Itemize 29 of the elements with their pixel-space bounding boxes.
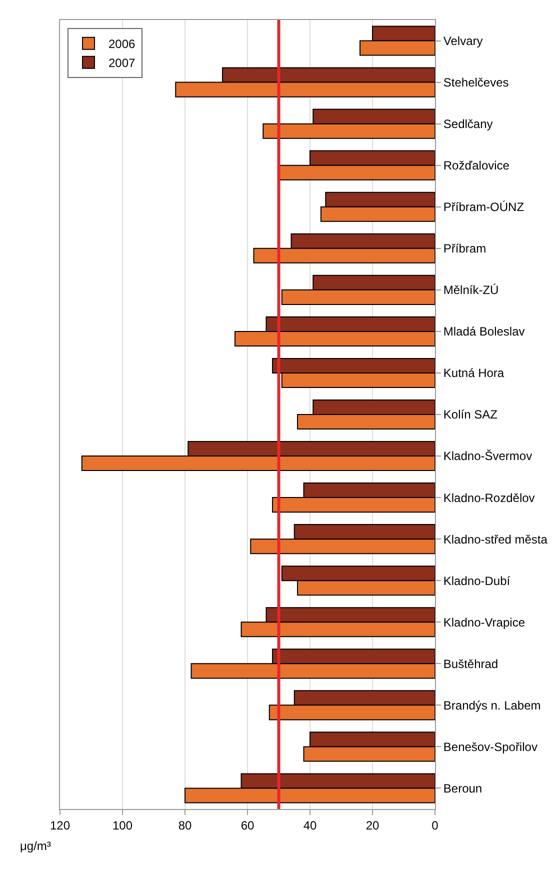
y-tick-label: Beroun [443, 781, 482, 796]
legend-label: 2006 [108, 37, 136, 52]
x-tick-label: 100 [112, 818, 133, 832]
y-tick-label: Kutná Hora [443, 366, 504, 380]
y-tick-label: Mělník-ZÚ [443, 283, 499, 298]
y-tick-label: Kladno-střed města [443, 532, 548, 546]
y-tick-label: Kolín SAZ [443, 408, 498, 422]
y-tick-label: Stehelčeves [443, 75, 509, 90]
y-tick-label: Kladno-Vrapice [443, 615, 526, 630]
y-tick-label: Benešov-Spořilov [443, 740, 538, 754]
x-axis-title: μg/m³ [20, 839, 51, 853]
y-tick-label: Příbram [443, 242, 486, 256]
x-tick-label: 0 [432, 818, 439, 832]
x-tick-label: 120 [50, 818, 70, 832]
y-tick-label: Buštěhrad [443, 656, 498, 671]
y-tick-label: Kladno-Rozdělov [443, 490, 535, 505]
y-tick-label: Velvary [443, 34, 483, 48]
y-tick-label: Kladno-Dubí [443, 574, 511, 588]
y-tick-label: Mladá Boleslav [443, 324, 525, 339]
y-tick-label: Sedlčany [443, 117, 493, 132]
x-tick-label: 60 [240, 818, 254, 832]
y-tick-label: Brandýs n. Labem [443, 698, 541, 712]
y-tick-label: Kladno-Švermov [443, 449, 532, 464]
x-tick-label: 40 [303, 818, 317, 832]
legend-label: 2007 [108, 56, 136, 70]
y-tick-label: Rožďalovice [443, 158, 510, 173]
y-tick-label: Příbram-OÚNZ [443, 200, 524, 214]
x-tick-label: 20 [366, 818, 380, 832]
x-tick-label: 80 [178, 818, 192, 832]
